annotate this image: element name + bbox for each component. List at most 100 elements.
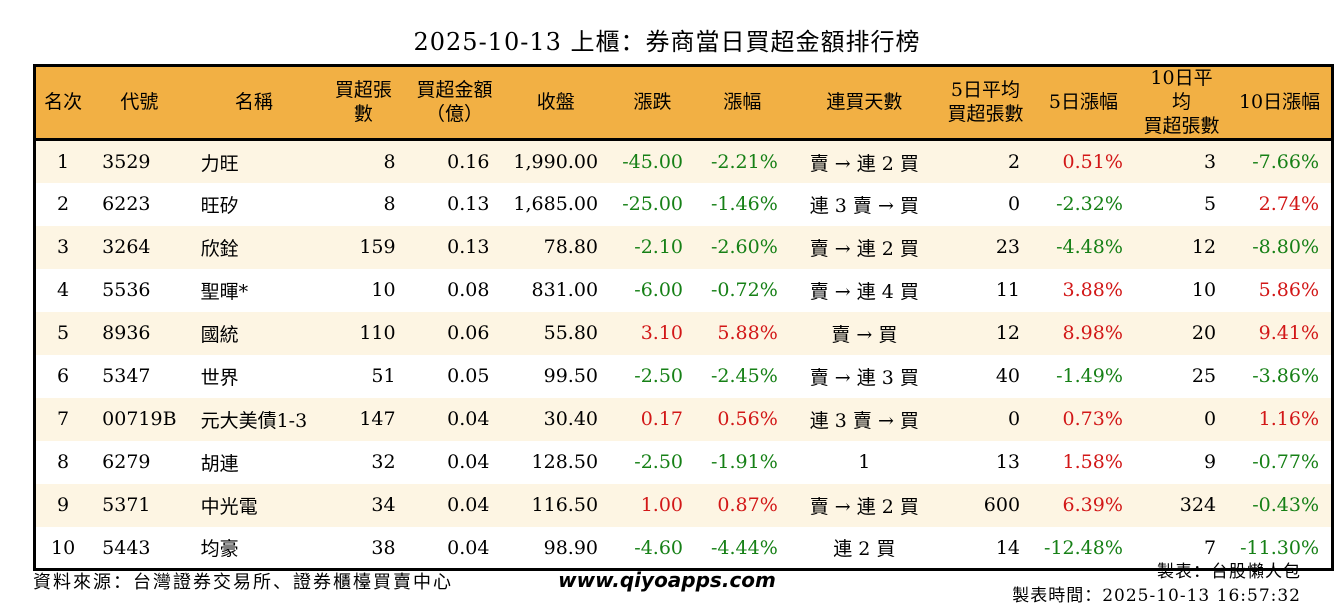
cell-avg10-volume: 20: [1134, 311, 1229, 355]
cell-buy-amount: 0.06: [407, 311, 502, 355]
cell-streak: 1: [789, 440, 939, 484]
cell-pct10: -7.66%: [1228, 139, 1333, 183]
cell-change-pct: 0.87%: [695, 483, 790, 527]
cell-close: 98.90: [501, 526, 611, 570]
cell-name: 中光電: [188, 483, 320, 527]
cell-change-pct: 5.88%: [695, 311, 790, 355]
cell-buy-amount: 0.04: [407, 526, 502, 570]
cell-avg10-volume: 5: [1134, 182, 1229, 226]
cell-name: 國統: [188, 311, 320, 355]
cell-avg5-volume: 23: [938, 225, 1033, 269]
cell-close: 99.50: [501, 354, 611, 398]
cell-close: 55.80: [501, 311, 611, 355]
cell-rank: 5: [34, 311, 91, 355]
cell-buy-amount: 0.08: [407, 268, 502, 312]
cell-streak: 賣 → 連 2 買: [789, 139, 939, 183]
page-title: 2025-10-13 上櫃：券商當日買超金額排行榜: [413, 28, 921, 56]
cell-avg10-volume: 7: [1134, 526, 1229, 570]
cell-avg5-volume: 13: [938, 440, 1033, 484]
cell-change-pct: -1.46%: [695, 182, 790, 226]
cell-streak: 賣 → 連 2 買: [789, 483, 939, 527]
cell-code: 5347: [90, 354, 189, 398]
cell-streak: 連 2 買: [789, 526, 939, 570]
cell-name: 胡連: [188, 440, 320, 484]
cell-rank: 2: [34, 182, 91, 226]
cell-buy-amount: 0.13: [407, 225, 502, 269]
cell-close: 831.00: [501, 268, 611, 312]
cell-code: 6223: [90, 182, 189, 226]
cell-change: -2.50: [610, 354, 696, 398]
cell-code: 5371: [90, 483, 189, 527]
cell-pct5: -2.32%: [1032, 182, 1135, 226]
cell-buy-volume: 32: [319, 440, 408, 484]
cell-change: 1.00: [610, 483, 696, 527]
table-row: 4 5536 聖暉* 10 0.08 831.00 -6.00 -0.72% 賣 → 連 4 買…: [34, 268, 1333, 312]
table-row: 5 8936 國統 110 0.06 55.80 3.10 5.88% 賣 → 買 12 8.98%…: [34, 311, 1333, 355]
cell-change-pct: -2.21%: [695, 139, 790, 183]
cell-avg10-volume: 324: [1134, 483, 1229, 527]
cell-avg5-volume: 11: [938, 268, 1033, 312]
cell-avg5-volume: 0: [938, 182, 1033, 226]
cell-streak: 賣 → 買: [789, 311, 939, 355]
table-row: 1 3529 力旺 8 0.16 1,990.00 -45.00 -2.21% 賣 → 連 2 …: [34, 139, 1333, 183]
cell-code: 3264: [90, 225, 189, 269]
cell-change-pct: 0.56%: [695, 397, 790, 441]
table-row: 8 6279 胡連 32 0.04 128.50 -2.50 -1.91% 1 13 1.58% 9-…: [34, 440, 1333, 484]
cell-pct10: -0.43%: [1228, 483, 1333, 527]
cell-change-pct: -4.44%: [695, 526, 790, 570]
cell-rank: 1: [34, 139, 91, 183]
cell-avg10-volume: 25: [1134, 354, 1229, 398]
cell-buy-volume: 159: [319, 225, 408, 269]
cell-name: 聖暉*: [188, 268, 320, 312]
cell-code: 5536: [90, 268, 189, 312]
cell-change: -45.00: [610, 139, 696, 183]
cell-name: 均豪: [188, 526, 320, 570]
cell-close: 128.50: [501, 440, 611, 484]
cell-streak: 連 3 賣 → 買: [789, 397, 939, 441]
col-header-rank: 名次: [34, 65, 91, 142]
col-header-buy-amount: 買超金額 （億）: [407, 65, 502, 142]
cell-pct5: 8.98%: [1032, 311, 1135, 355]
cell-pct10: 5.86%: [1228, 268, 1333, 312]
cell-change-pct: -2.60%: [695, 225, 790, 269]
cell-rank: 10: [34, 526, 91, 570]
cell-buy-volume: 110: [319, 311, 408, 355]
col-header-pct5: 5日漲幅: [1032, 65, 1135, 142]
cell-streak: 賣 → 連 4 買: [789, 268, 939, 312]
cell-avg10-volume: 9: [1134, 440, 1229, 484]
cell-rank: 7: [34, 397, 91, 441]
ranking-table: 名次 代號 名稱 買超張數 買超金額 （億） 收盤 漲跌 漲幅 連買天數 5日平均 買超張數 5日漲…: [33, 64, 1334, 572]
website-link[interactable]: www.qiyoapps.com: [558, 568, 776, 592]
cell-code: 00719B: [90, 397, 189, 441]
cell-pct5: -4.48%: [1032, 225, 1135, 269]
cell-buy-amount: 0.04: [407, 440, 502, 484]
cell-avg5-volume: 0: [938, 397, 1033, 441]
cell-change: -2.50: [610, 440, 696, 484]
table-row: 2 6223 旺矽 8 0.13 1,685.00 -25.00 -1.46% 連 3 賣 → …: [34, 182, 1333, 226]
cell-code: 5443: [90, 526, 189, 570]
cell-pct5: 0.51%: [1032, 139, 1135, 183]
cell-close: 1,990.00: [501, 139, 611, 183]
cell-buy-volume: 147: [319, 397, 408, 441]
cell-pct10: -11.30%: [1228, 526, 1333, 570]
cell-code: 8936: [90, 311, 189, 355]
cell-buy-amount: 0.04: [407, 483, 502, 527]
cell-name: 旺矽: [188, 182, 320, 226]
cell-pct5: -12.48%: [1032, 526, 1135, 570]
cell-pct5: 3.88%: [1032, 268, 1135, 312]
cell-pct10: 9.41%: [1228, 311, 1333, 355]
cell-pct10: -8.80%: [1228, 225, 1333, 269]
col-header-change: 漲跌: [610, 65, 696, 142]
cell-avg5-volume: 40: [938, 354, 1033, 398]
cell-streak: 賣 → 連 2 買: [789, 225, 939, 269]
cell-buy-volume: 8: [319, 139, 408, 183]
col-header-change-pct: 漲幅: [695, 65, 790, 142]
cell-avg10-volume: 3: [1134, 139, 1229, 183]
report-credit: 製表：台股懶人包 製表時間：2025-10-13 16:57:32: [1012, 560, 1301, 608]
col-header-avg10-volume: 10日平均 買超張數: [1134, 65, 1229, 142]
cell-change-pct: -0.72%: [695, 268, 790, 312]
cell-buy-volume: 38: [319, 526, 408, 570]
header-row: 名次 代號 名稱 買超張數 買超金額 （億） 收盤 漲跌 漲幅 連買天數 5日平均 買超張數 5日漲…: [34, 65, 1333, 142]
